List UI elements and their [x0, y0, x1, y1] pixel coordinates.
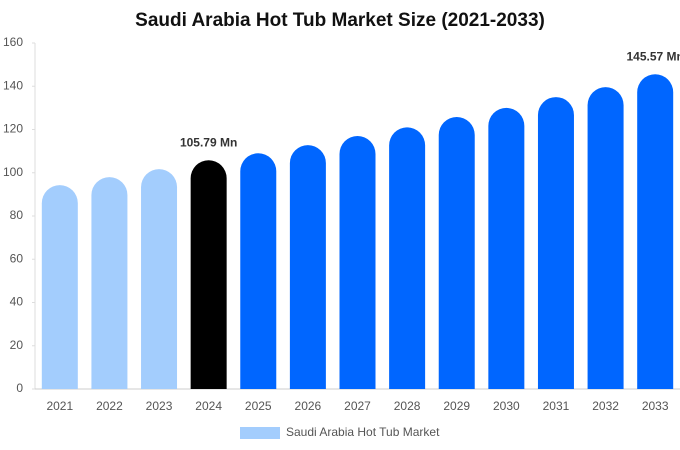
bar: [91, 177, 128, 389]
y-tick-label: 20: [10, 338, 24, 352]
x-tick-label: 2031: [543, 399, 570, 413]
bar: [289, 145, 326, 389]
x-tick-label: 2023: [146, 399, 173, 413]
y-tick-label: 40: [10, 295, 24, 309]
bar: [587, 87, 624, 390]
x-tick-label: 2024: [195, 399, 222, 413]
y-tick-label: 100: [3, 165, 23, 179]
bar: [438, 116, 475, 389]
x-tick-label: 2025: [245, 399, 272, 413]
bar: [141, 169, 178, 389]
x-tick-label: 2033: [642, 399, 669, 413]
bar: [488, 107, 525, 389]
x-tick-label: 2032: [592, 399, 619, 413]
bar: [637, 74, 674, 390]
bar: [41, 185, 78, 389]
y-tick-label: 60: [10, 251, 24, 265]
legend-swatch: [240, 427, 280, 439]
x-tick-label: 2021: [46, 399, 73, 413]
x-tick-label: 2029: [443, 399, 470, 413]
x-tick-label: 2026: [295, 399, 322, 413]
data-label: 105.79 Mn: [180, 135, 237, 149]
x-tick-label: 2022: [96, 399, 123, 413]
chart-title: Saudi Arabia Hot Tub Market Size (2021-2…: [135, 10, 545, 31]
data-label: 145.57 Mn: [627, 49, 680, 63]
y-tick-label: 120: [3, 122, 23, 136]
bar: [339, 135, 376, 389]
bar: [537, 97, 574, 389]
y-tick-label: 0: [16, 381, 23, 395]
legend-label: Saudi Arabia Hot Tub Market: [286, 425, 440, 439]
x-tick-label: 2028: [394, 399, 421, 413]
x-tick-label: 2030: [493, 399, 520, 413]
bar: [389, 127, 426, 390]
bar: [190, 160, 227, 389]
x-tick-label: 2027: [344, 399, 371, 413]
y-tick-label: 140: [3, 78, 23, 92]
y-tick-label: 160: [3, 35, 23, 49]
bar: [240, 153, 277, 389]
y-tick-label: 80: [10, 208, 24, 222]
